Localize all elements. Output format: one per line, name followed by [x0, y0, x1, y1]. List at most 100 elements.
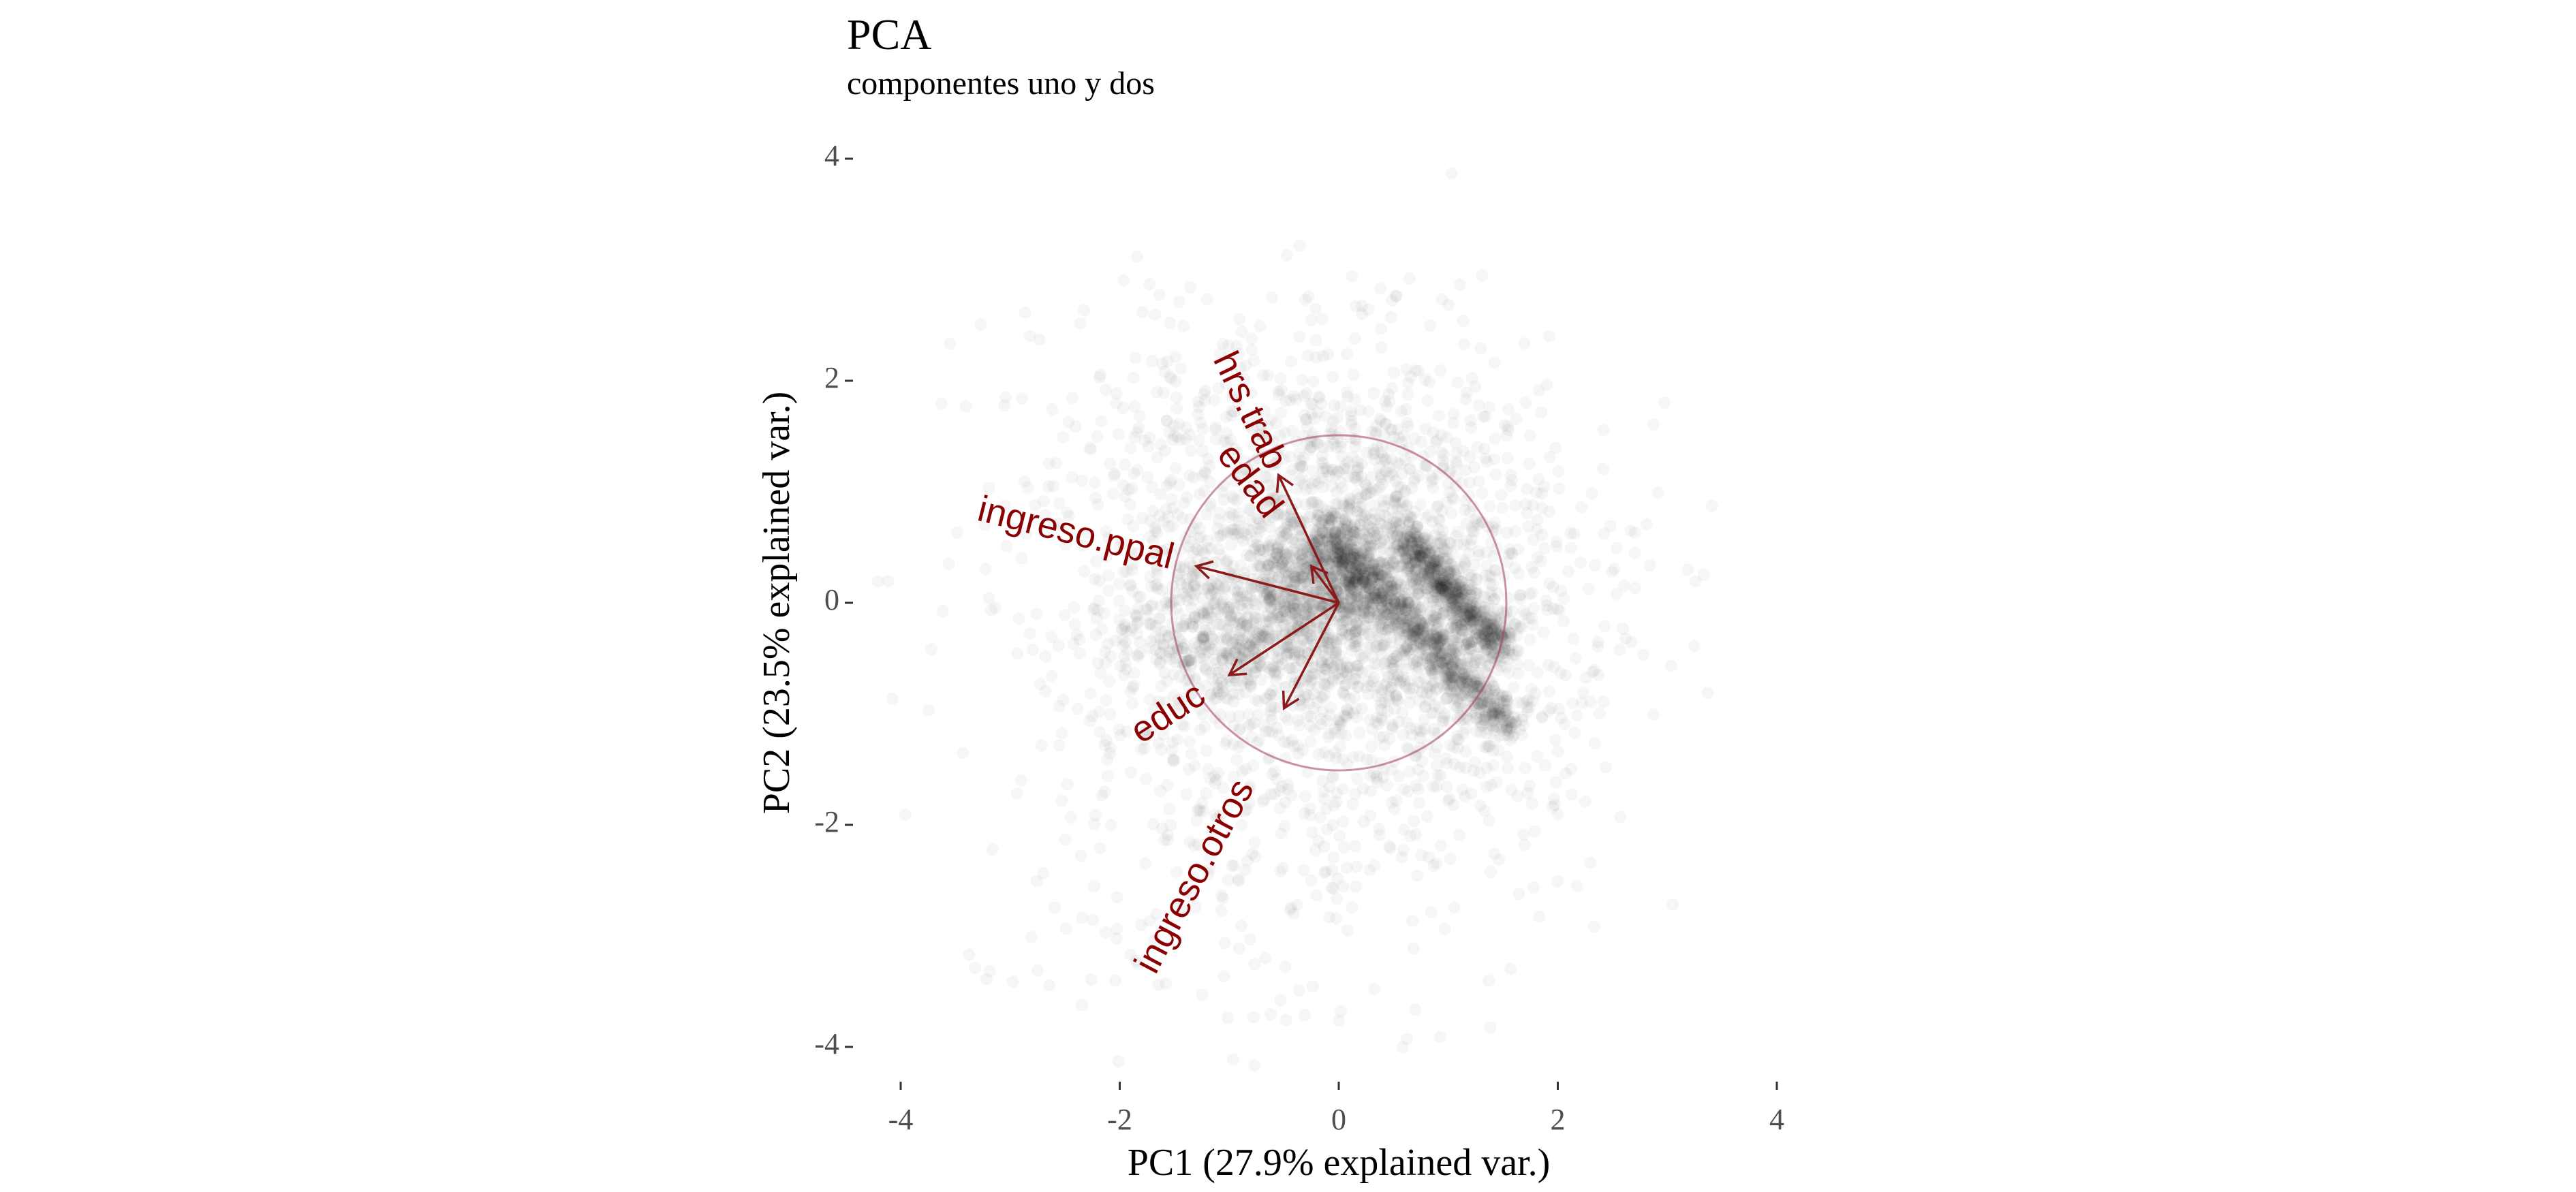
scatter-point-745 [1592, 669, 1604, 681]
scatter-point-1898 [1066, 392, 1078, 405]
scatter-point-1980 [1427, 723, 1440, 735]
scatter-point-979 [1039, 650, 1051, 663]
scatter-point-295 [1275, 373, 1287, 385]
scatter-point-3784 [1438, 601, 1450, 613]
scatter-point-4891 [1409, 1003, 1421, 1016]
scatter-point-4933 [1299, 807, 1311, 819]
scatter-point-1529 [1682, 563, 1694, 576]
scatter-point-884 [1555, 584, 1567, 597]
scatter-point-4897 [1109, 975, 1121, 987]
scatter-point-654 [1091, 430, 1103, 443]
scatter-point-1444 [1416, 755, 1428, 768]
scatter-point-1809 [1619, 632, 1632, 644]
scatter-point-4851 [1299, 1009, 1311, 1021]
scatter-point-1618 [1489, 356, 1501, 368]
scatter-point-4616 [1344, 638, 1356, 650]
scatter-point-4596 [1250, 693, 1262, 706]
scatter-point-4943 [1330, 913, 1342, 925]
scatter-point-442 [1614, 811, 1626, 823]
scatter-point-4892 [969, 962, 981, 974]
scatter-point-770 [1164, 317, 1177, 329]
scatter-point-3003 [1440, 693, 1452, 705]
scatter-point-4938 [1408, 942, 1420, 954]
scatter-point-4309 [1351, 475, 1363, 487]
scatter-point-252 [1538, 542, 1551, 554]
scatter-point-760 [1282, 783, 1294, 796]
scatter-point-269 [1502, 452, 1514, 465]
scatter-point-2007 [1337, 783, 1349, 796]
scatter-point-4830 [1386, 606, 1398, 618]
scatter-point-2192 [1553, 605, 1566, 617]
scatter-point-1220 [1533, 384, 1545, 396]
scatter-point-1721 [1149, 309, 1162, 321]
scatter-point-4773 [1185, 748, 1198, 760]
scatter-point-1648 [1644, 559, 1656, 571]
scatter-point-769 [1175, 362, 1188, 375]
scatter-point-3820 [1364, 642, 1376, 655]
scatter-point-4947 [1140, 773, 1152, 785]
scatter-point-4852 [1232, 875, 1245, 887]
scatter-point-1808 [1545, 702, 1557, 715]
scatter-point-4968 [1322, 731, 1335, 743]
scatter-point-4394 [1249, 543, 1261, 555]
scatter-point-604 [1479, 410, 1491, 422]
scatter-point-779 [1535, 554, 1547, 567]
scatter-point-4858 [1286, 734, 1298, 747]
scatter-point-1339 [1528, 567, 1540, 579]
scatter-point-4980 [1227, 1054, 1239, 1066]
scatter-point-4894 [1171, 734, 1183, 746]
scatter-point-4888 [1344, 693, 1356, 705]
scatter-point-1651 [1177, 320, 1190, 332]
scatter-point-3070 [1489, 708, 1502, 720]
scatter-point-4712 [1319, 679, 1331, 691]
scatter-point-1787 [1281, 249, 1293, 262]
scatter-point-1012 [1473, 475, 1485, 487]
scatter-point-1646 [1125, 442, 1137, 454]
scatter-point-4984 [1483, 975, 1495, 987]
scatter-point-3010 [1509, 710, 1521, 723]
scatter-point-2168 [1579, 796, 1592, 808]
scatter-point-2034 [1600, 762, 1612, 774]
scatter-point-1932 [1647, 418, 1660, 430]
scatter-point-4657 [1220, 555, 1232, 567]
scatter-point-4904 [1448, 901, 1460, 913]
scatter-point-4542 [1134, 591, 1147, 603]
scatter-point-1803 [1559, 768, 1572, 780]
scatter-point-4971 [899, 809, 912, 821]
scatter-point-2085 [1652, 486, 1664, 499]
scatter-point-3722 [1482, 596, 1494, 608]
scatter-point-1498 [1089, 573, 1101, 585]
scatter-point-4922 [1049, 901, 1061, 913]
scatter-point-4769 [1187, 621, 1199, 633]
scatter-point-2054 [1480, 762, 1493, 774]
scatter-point-892 [1445, 168, 1457, 180]
scatter-point-4832 [1271, 608, 1284, 621]
scatter-point-4878 [1307, 980, 1319, 992]
scatter-point-4956 [1217, 892, 1229, 905]
scatter-point-4953 [1036, 740, 1048, 752]
scatter-point-4879 [925, 643, 937, 655]
scatter-point-2072 [1378, 429, 1391, 441]
scatter-point-1630 [1155, 439, 1167, 451]
scatter-point-1250 [1070, 420, 1082, 433]
scatter-point-4881 [1277, 862, 1289, 875]
scatter-point-899 [1562, 565, 1574, 578]
scatter-point-1928 [1520, 396, 1532, 409]
scatter-point-2012 [1341, 758, 1354, 770]
scatter-point-2955 [1465, 706, 1478, 719]
scatter-point-2128 [1484, 500, 1496, 512]
scatter-point-3921 [1383, 684, 1395, 696]
scatter-point-4744 [1284, 662, 1296, 674]
scatter-point-1986 [1474, 342, 1487, 354]
scatter-point-1997 [1391, 693, 1403, 706]
scatter-point-4815 [1194, 639, 1206, 651]
scatter-point-4920 [1222, 874, 1234, 886]
scatter-point-1401 [1537, 626, 1549, 638]
scatter-point-1183 [1458, 338, 1470, 350]
scatter-point-1066 [1441, 757, 1453, 770]
scatter-point-1924 [1144, 278, 1156, 290]
scatter-point-590 [1400, 403, 1412, 415]
scatter-point-250 [1524, 429, 1536, 441]
scatter-point-1717 [1598, 620, 1611, 632]
scatter-point-4887 [1279, 960, 1291, 973]
